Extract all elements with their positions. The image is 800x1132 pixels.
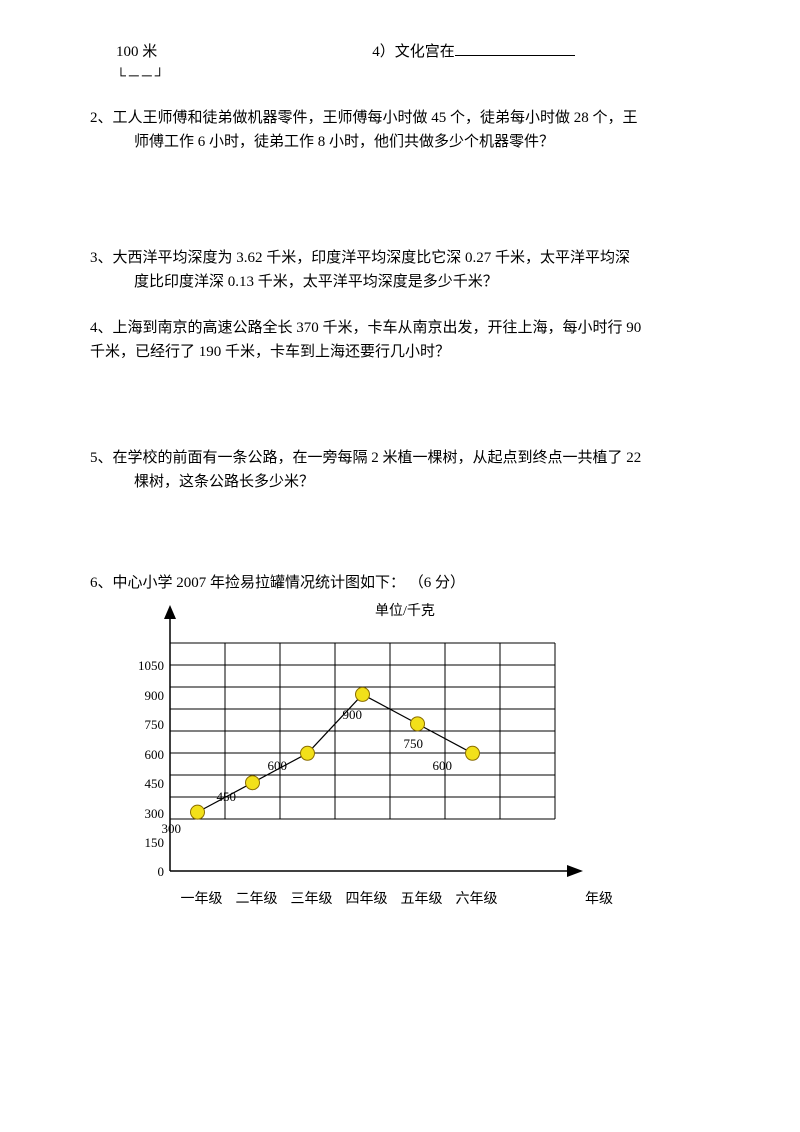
question-6-title: 6、中心小学 2007 年捡易拉罐情况统计图如下： （6 分）: [90, 571, 720, 595]
x-category-label: 六年级: [449, 889, 504, 911]
y-tick-label: 150: [116, 833, 164, 854]
y-tick-label: 0: [116, 862, 164, 883]
scale-value: 100 米: [90, 40, 157, 64]
scale-bracket: └──┘: [116, 66, 720, 88]
question-3: 3、大西洋平均深度为 3.62 千米，印度洋平均深度比它深 0.27 千米，太平…: [90, 246, 720, 294]
data-point-label: 600: [433, 756, 453, 777]
data-point-label: 450: [217, 787, 237, 808]
blank-question-4: 4）文化宫在: [372, 40, 575, 64]
chart-container: 单位/千克 01503004506007509001050 一年级二年级三年级四…: [110, 601, 680, 911]
x-category-label: 二年级: [229, 889, 284, 911]
x-category-label: 一年级: [174, 889, 229, 911]
data-point-label: 900: [343, 705, 363, 726]
blank-prefix: 4）文化宫在: [372, 44, 455, 60]
q4-line1: 4、上海到南京的高速公路全长 370 千米，卡车从南京出发，开往上海，每小时行 …: [90, 316, 720, 340]
x-category-label: 五年级: [394, 889, 449, 911]
y-tick-label: 600: [116, 745, 164, 766]
data-point-label: 600: [268, 756, 288, 777]
data-point-label: 300: [162, 819, 182, 840]
question-4: 4、上海到南京的高速公路全长 370 千米，卡车从南京出发，开往上海，每小时行 …: [90, 316, 720, 364]
q5-line1: 5、在学校的前面有一条公路，在一旁每隔 2 米植一棵树，从起点到终点一共植了 2…: [90, 446, 720, 470]
q4-line2: 千米，已经行了 190 千米，卡车到上海还要行几小时？: [90, 340, 720, 364]
y-tick-label: 450: [116, 774, 164, 795]
y-tick-label: 900: [116, 686, 164, 707]
question-5: 5、在学校的前面有一条公路，在一旁每隔 2 米植一棵树，从起点到终点一共植了 2…: [90, 446, 720, 494]
x-category-label: 三年级: [284, 889, 339, 911]
y-tick-label: 1050: [116, 656, 164, 677]
y-tick-label: 300: [116, 804, 164, 825]
q5-line2: 棵树，这条公路长多少米？: [90, 470, 720, 494]
x-axis-labels: 一年级二年级三年级四年级五年级六年级: [174, 889, 504, 911]
q2-line1: 2、工人王师傅和徒弟做机器零件，王师傅每小时做 45 个，徒弟每小时做 28 个…: [90, 106, 720, 130]
data-point-label: 750: [404, 734, 424, 755]
chart-svg: [110, 601, 680, 911]
x-category-label: 四年级: [339, 889, 394, 911]
blank-underline: [455, 42, 575, 56]
q3-line2: 度比印度洋深 0.13 千米，太平洋平均深度是多少千米？: [90, 270, 720, 294]
x-axis-title: 年级: [585, 889, 613, 911]
q3-line1: 3、大西洋平均深度为 3.62 千米，印度洋平均深度比它深 0.27 千米，太平…: [90, 246, 720, 270]
question-2: 2、工人王师傅和徒弟做机器零件，王师傅每小时做 45 个，徒弟每小时做 28 个…: [90, 106, 720, 154]
y-tick-label: 750: [116, 715, 164, 736]
q2-line2: 师傅工作 6 小时，徒弟工作 8 小时，他们共做多少个机器零件？: [90, 130, 720, 154]
